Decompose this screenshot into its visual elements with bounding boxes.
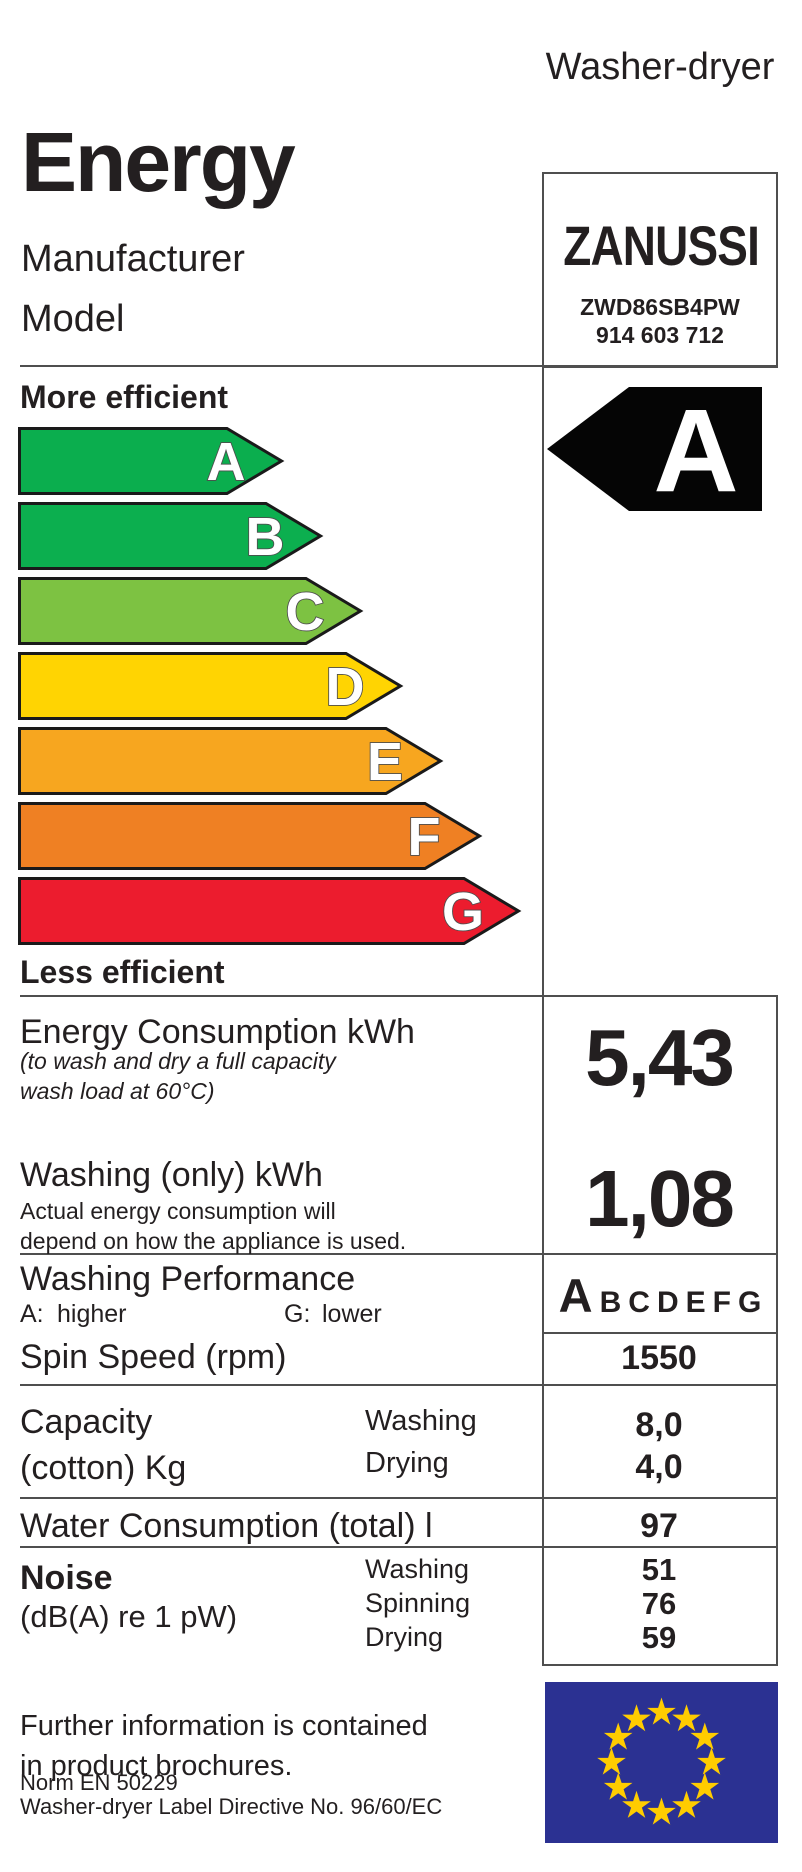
grade-arrow-f: F — [18, 802, 483, 870]
grade-arrow-b: B — [18, 502, 324, 570]
grade-arrow-d: D — [18, 652, 404, 720]
brand-logo: ZANUSSI — [563, 214, 760, 277]
grade-arrow-g: G — [18, 877, 522, 945]
model-number: 914 603 712 — [596, 322, 724, 348]
label-title: Energy — [21, 115, 296, 209]
grade-letter: B — [246, 507, 285, 567]
manufacturer-label: Manufacturer — [21, 238, 245, 280]
grade-arrow-e: E — [18, 727, 444, 795]
performance-note-higher: higher — [57, 1300, 127, 1328]
washing-only-label: Washing (only) kWh — [20, 1156, 323, 1194]
rating-letter: A — [653, 385, 738, 514]
grade-letter: D — [326, 657, 365, 717]
grade-arrow-a: A — [18, 427, 285, 495]
eu-flag-star — [603, 1722, 633, 1750]
capacity-washing-label: Washing — [365, 1405, 477, 1437]
more-efficient-label: More efficient — [20, 379, 229, 415]
performance-note-g: G: — [284, 1300, 311, 1328]
further-info-line-1: Further information is contained — [20, 1710, 428, 1742]
eu-flag-star — [672, 1704, 701, 1732]
performance-letter: B — [599, 1286, 622, 1319]
noise-washing-value: 51 — [641, 1552, 677, 1587]
divider-scale-bottom — [20, 995, 778, 997]
spin-speed-label: Spin Speed (rpm) — [20, 1338, 287, 1376]
water-consumption-label: Water Consumption (total) l — [20, 1507, 433, 1545]
capacity-washing-value: 8,0 — [635, 1406, 683, 1444]
divider-consumption — [20, 1253, 778, 1255]
noise-drying-value: 59 — [641, 1620, 677, 1655]
energy-consumption-note-2: wash load at 60°C) — [20, 1078, 215, 1104]
performance-note-lower: lower — [322, 1300, 382, 1328]
grade-letter: G — [442, 882, 484, 942]
eu-flag-star — [647, 1697, 676, 1725]
noise-washing-label: Washing — [365, 1554, 470, 1584]
performance-letter: C — [628, 1286, 650, 1319]
washing-only-note-2: depend on how the appliance is used. — [20, 1228, 407, 1254]
divider-capacity — [20, 1497, 778, 1499]
grade-arrow-c: C — [18, 577, 364, 645]
grade-letter: F — [408, 807, 441, 867]
washing-only-value: 1,08 — [585, 1154, 735, 1243]
right-border — [776, 995, 778, 1666]
capacity-label-1: Capacity — [20, 1403, 153, 1441]
column-divider — [542, 365, 544, 1666]
eu-flag-star — [622, 1704, 651, 1732]
model-name: ZWD86SB4PW — [580, 294, 740, 320]
grade-letter: C — [286, 582, 325, 642]
performance-letter: G — [737, 1286, 762, 1319]
rating-indicator-arrow: A — [547, 385, 762, 514]
grade-letter: E — [367, 732, 403, 792]
model-label: Model — [21, 298, 125, 340]
spin-speed-value: 1550 — [621, 1339, 697, 1377]
eu-flag-star — [690, 1772, 720, 1800]
eu-flag-star — [672, 1790, 701, 1818]
grade-letter: A — [207, 432, 246, 492]
energy-consumption-note-1: (to wash and dry a full capacity — [20, 1048, 336, 1074]
noise-spinning-value: 76 — [641, 1586, 677, 1621]
performance-letter: F — [712, 1286, 731, 1319]
brand-box — [542, 172, 778, 368]
product-type: Washer-dryer — [545, 46, 775, 88]
capacity-label-2: (cotton) Kg — [20, 1449, 187, 1487]
noise-label: Noise — [20, 1559, 113, 1597]
divider-header — [20, 365, 778, 367]
performance-letter: A — [558, 1269, 593, 1322]
performance-note-a: A: — [20, 1300, 44, 1328]
performance-letter: E — [685, 1286, 706, 1319]
eu-flag-star — [647, 1797, 676, 1825]
norm-reference: Norm EN 50229 — [20, 1770, 178, 1795]
divider-noise-bottom — [542, 1664, 778, 1666]
energy-consumption-value: 5,43 — [585, 1013, 735, 1102]
performance-letter: D — [656, 1286, 679, 1319]
eu-flag-star — [603, 1772, 633, 1800]
divider-performance — [542, 1332, 778, 1334]
eu-flag — [545, 1682, 778, 1843]
eu-flag-star — [690, 1722, 720, 1750]
capacity-drying-label: Drying — [365, 1447, 449, 1479]
directive-reference: Washer-dryer Label Directive No. 96/60/E… — [20, 1794, 443, 1819]
less-efficient-label: Less efficient — [20, 954, 225, 990]
noise-spinning-label: Spinning — [365, 1588, 471, 1618]
eu-flag-star — [622, 1790, 651, 1818]
energy-consumption-label: Energy Consumption kWh — [20, 1013, 415, 1051]
noise-drying-label: Drying — [365, 1622, 444, 1652]
divider-spin — [20, 1384, 778, 1386]
noise-unit-label: (dB(A) re 1 pW) — [20, 1599, 238, 1634]
further-info-line-2: in product brochures. — [20, 1750, 293, 1782]
performance-scale: A B C D E F G — [542, 1272, 778, 1319]
divider-water — [20, 1546, 778, 1548]
eu-flag-star — [697, 1747, 726, 1775]
eu-flag-star — [597, 1747, 626, 1775]
washing-performance-label: Washing Performance — [20, 1260, 356, 1298]
washing-only-note-1: Actual energy consumption will — [20, 1198, 336, 1224]
capacity-drying-value: 4,0 — [635, 1448, 683, 1486]
water-consumption-value: 97 — [640, 1507, 678, 1545]
